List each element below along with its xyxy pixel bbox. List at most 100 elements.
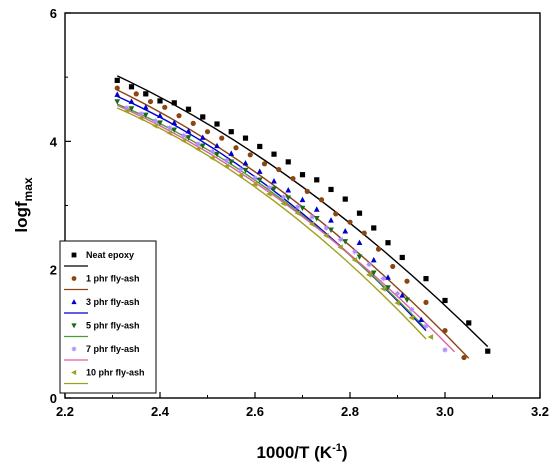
data-point-0	[371, 225, 377, 231]
data-point-5	[180, 137, 187, 144]
data-point-5	[380, 286, 386, 292]
data-point-3	[370, 270, 377, 276]
data-point-5	[323, 232, 329, 239]
data-point-0	[228, 129, 234, 135]
data-point-1	[204, 129, 211, 135]
data-point-4	[379, 275, 387, 283]
data-point-3	[256, 177, 263, 183]
data-point-2	[271, 177, 277, 184]
data-point-3	[285, 195, 292, 201]
data-point-3	[342, 239, 349, 245]
data-point-4	[265, 184, 273, 191]
data-point-4	[223, 157, 230, 164]
data-point-0	[157, 98, 163, 104]
data-point-1	[276, 166, 282, 173]
data-point-0	[128, 84, 135, 90]
data-point-4	[394, 290, 401, 297]
data-point-5	[166, 130, 172, 136]
data-point-5	[194, 146, 201, 152]
legend-marker-4	[70, 345, 78, 353]
legend-label-2: 3 phr fly-ash	[86, 297, 140, 307]
data-point-1	[423, 299, 429, 305]
data-point-5	[152, 123, 158, 129]
data-point-2	[418, 316, 425, 323]
data-points	[114, 77, 491, 361]
data-point-4	[166, 124, 173, 132]
data-point-0	[257, 143, 263, 150]
x-tick-label: 3.0	[436, 404, 454, 419]
x-tick-label: 2.6	[246, 404, 264, 419]
legend-label-1: 1 phr fly-ash	[86, 274, 140, 284]
data-point-3	[271, 186, 277, 192]
x-tick-label: 2.2	[56, 404, 74, 419]
y-tick-label: 0	[50, 391, 57, 406]
data-point-4	[294, 203, 302, 211]
data-point-3	[199, 143, 206, 149]
data-point-3	[242, 167, 249, 174]
data-point-4	[151, 117, 159, 125]
data-point-4	[280, 193, 287, 201]
data-point-3	[404, 297, 410, 303]
data-point-3	[171, 127, 178, 133]
data-point-0	[185, 106, 192, 112]
data-point-5	[394, 300, 400, 306]
data-point-1	[247, 152, 253, 158]
data-point-0	[171, 100, 177, 106]
data-point-2	[171, 119, 178, 126]
fit-line-1	[116, 89, 470, 359]
data-point-5	[337, 244, 343, 251]
y-axis-title: logfmax	[12, 177, 35, 233]
legend-label-3: 5 phr fly-ash	[86, 321, 140, 331]
data-point-2	[157, 112, 163, 119]
data-point-0	[271, 151, 277, 157]
data-point-4	[208, 148, 216, 155]
data-point-1	[442, 328, 448, 334]
data-point-5	[223, 163, 229, 170]
data-point-1	[347, 219, 353, 225]
x-tick-label: 3.2	[531, 404, 549, 419]
data-point-2	[385, 274, 391, 280]
data-point-3	[328, 227, 334, 234]
data-point-5	[365, 271, 372, 278]
data-point-0	[214, 121, 220, 127]
data-point-1	[404, 278, 410, 284]
data-point-2	[114, 91, 121, 97]
data-point-1	[190, 120, 196, 126]
data-point-4	[322, 224, 330, 232]
data-point-2	[328, 217, 334, 223]
data-point-0	[385, 240, 391, 246]
data-point-4	[137, 110, 145, 118]
data-point-0	[200, 114, 206, 120]
data-point-1	[333, 211, 339, 217]
data-point-0	[143, 91, 149, 97]
y-tick-label: 6	[50, 6, 57, 21]
data-point-3	[185, 135, 192, 141]
data-point-2	[285, 186, 292, 193]
data-point-3	[299, 205, 306, 212]
data-point-2	[256, 168, 263, 174]
data-point-1	[318, 197, 325, 203]
data-point-5	[408, 314, 415, 321]
data-point-5	[251, 181, 258, 188]
legend-marker-2	[71, 299, 77, 305]
fit-line-5	[116, 107, 427, 340]
data-point-0	[423, 276, 429, 282]
data-point-3	[356, 254, 363, 260]
data-point-1	[114, 85, 120, 91]
data-point-0	[356, 210, 363, 216]
data-point-5	[427, 334, 434, 340]
data-point-0	[299, 172, 306, 178]
data-point-0	[328, 186, 334, 193]
data-point-4	[251, 174, 259, 182]
data-point-1	[375, 246, 382, 252]
data-point-3	[313, 215, 320, 222]
y-tick-label: 4	[50, 134, 58, 149]
data-point-5	[280, 200, 286, 207]
data-point-3	[385, 285, 391, 291]
data-point-1	[233, 145, 239, 151]
data-point-0	[466, 320, 472, 326]
data-point-0	[242, 135, 249, 141]
data-point-2	[228, 150, 235, 156]
data-point-1	[361, 230, 367, 236]
data-point-1	[147, 98, 154, 105]
